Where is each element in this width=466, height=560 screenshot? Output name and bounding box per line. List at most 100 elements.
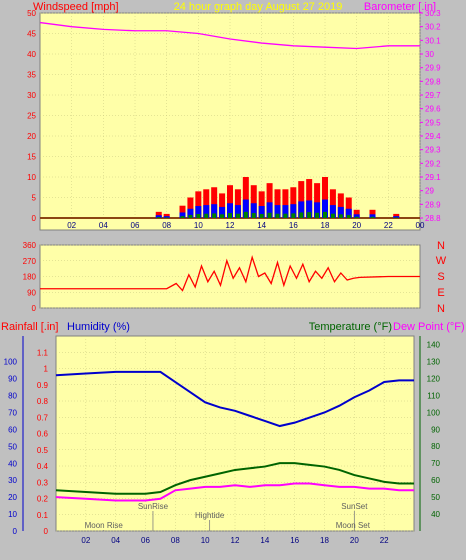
wind-x-tick-label: 12	[226, 221, 235, 230]
direction-y-tick-label: 180	[23, 273, 37, 282]
windspeed-bar	[337, 193, 344, 218]
barometer-y-tick-label: 30.2	[425, 23, 441, 32]
average-wind-bar	[179, 212, 186, 218]
wind-x-tick-label: 10	[194, 221, 203, 230]
windspeed-bar	[242, 177, 249, 218]
direction-label-s: S	[437, 271, 444, 283]
windspeed-bar	[211, 187, 218, 218]
humidity-y-tick-label: 50	[8, 442, 17, 451]
wind-y-tick-label: 10	[27, 173, 36, 182]
calm-wind-bar	[299, 212, 304, 218]
wind-y-tick-label: 40	[27, 50, 36, 59]
barometer-y-tick-label: 30.3	[425, 9, 441, 18]
windspeed-bar	[290, 187, 297, 218]
direction-y-tick-label: 0	[32, 304, 37, 313]
windspeed-bar	[163, 213, 170, 218]
calm-wind-bar	[164, 217, 169, 218]
rainfall-y-tick-label: 0.2	[37, 495, 49, 504]
direction-label-n-bottom: N	[437, 303, 445, 315]
temperature-y-tick-label: 110	[427, 391, 440, 400]
average-wind-bar	[314, 202, 321, 218]
windspeed-bar	[234, 189, 241, 218]
average-wind-bar	[369, 214, 376, 218]
humidity-y-tick-label: 40	[8, 459, 17, 468]
humidity-x-tick-label: 08	[171, 536, 180, 545]
wind-direction-line	[40, 254, 420, 292]
temperature-y-tick-label: 40	[431, 510, 440, 519]
humidity-y-tick-label: 80	[8, 392, 17, 401]
wind-y-tick-label: 35	[27, 71, 36, 80]
average-wind-bar	[274, 205, 281, 218]
annotation-label: Moon Set	[336, 521, 371, 530]
wind-x-tick-label: 14	[257, 221, 266, 230]
barometer-y-tick-label: 30	[425, 50, 434, 59]
humidity-y-tick-label: 100	[4, 358, 18, 367]
temperature-y-tick-label: 60	[431, 476, 440, 485]
rainfall-y-tick-label: 0.6	[37, 430, 49, 439]
humidity-x-tick-label: 14	[260, 536, 269, 545]
average-wind-bar	[258, 206, 265, 218]
rainfall-y-tick-label: 1.1	[37, 348, 49, 357]
average-wind-bar	[353, 214, 360, 218]
temperature-y-tick-label: 130	[427, 357, 441, 366]
annotation-label: Moon Rise	[85, 521, 124, 530]
temperature-y-tick-label: 100	[427, 408, 441, 417]
average-wind-bar	[234, 205, 241, 218]
barometer-y-tick-label: 29.2	[425, 159, 441, 168]
average-wind-bar	[266, 202, 273, 218]
calm-wind-bar	[307, 212, 312, 218]
windspeed-bar	[227, 185, 233, 218]
wind-barometer-chart: 0 5 10 15 20 25 30 35 40 45 50 28.8 28.9 29 29.1 29.2 29…	[27, 9, 441, 230]
rainfall-y-tick-label: 1	[44, 365, 49, 374]
windspeed-bar	[369, 209, 376, 218]
windspeed-bar	[195, 191, 202, 218]
average-wind-bar	[290, 204, 297, 218]
calm-wind-bar	[220, 214, 225, 218]
barometer-y-tick-label: 29.1	[425, 173, 441, 182]
temperature-y-tick-label: 90	[431, 425, 440, 434]
windspeed-bar	[266, 183, 273, 218]
windspeed-bar	[353, 209, 360, 218]
barometer-y-tick-label: 29.6	[425, 105, 441, 114]
humidity-y-tick-label: 0	[13, 527, 18, 536]
average-wind-bar	[227, 203, 233, 218]
annotation-label: SunRise	[138, 502, 169, 511]
calm-wind-bar	[354, 216, 359, 218]
barometer-y-tick-label: 29.8	[425, 77, 441, 86]
calm-wind-bar	[283, 213, 288, 218]
barometer-y-tick-label: 29.7	[425, 91, 441, 100]
temperature-y-tick-label: 120	[427, 374, 441, 383]
wind-direction-chart: 0 90 180 270 360	[23, 241, 420, 313]
calm-wind-bar	[196, 214, 201, 218]
humidity-x-tick-label: 22	[380, 536, 389, 545]
temperature-y-tick-label: 80	[431, 442, 440, 451]
calm-wind-bar	[394, 217, 399, 218]
temperature-line	[55, 462, 414, 495]
average-wind-bar	[282, 205, 289, 218]
wind-y-tick-label: 25	[27, 112, 36, 121]
calm-wind-bar	[338, 214, 343, 218]
calm-wind-bar	[267, 212, 272, 218]
wind-y-tick-label: 20	[27, 132, 36, 141]
calm-wind-bar	[323, 211, 327, 218]
humidity-y-tick-label: 60	[8, 425, 17, 434]
wind-y-tick-label: 15	[27, 153, 36, 162]
windspeed-bar	[179, 205, 186, 218]
humidity-x-tick-label: 20	[350, 536, 359, 545]
wind-x-tick-label: 20	[352, 221, 361, 230]
direction-y-tick-label: 360	[23, 241, 37, 250]
wind-y-tick-label: 50	[27, 9, 36, 18]
humidity-x-tick-label: 04	[111, 536, 120, 545]
barometer-y-tick-label: 30.1	[425, 36, 441, 45]
humidity-y-tick-label: 90	[8, 375, 17, 384]
rainfall-y-tick-label: 0.9	[37, 381, 49, 390]
humidity-y-tick-label: 20	[8, 493, 17, 502]
average-wind-bar	[187, 208, 194, 218]
calm-wind-bar	[251, 213, 256, 218]
calm-wind-bar	[291, 213, 296, 218]
temperature-y-tick-label: 140	[427, 340, 441, 349]
barometer-y-tick-label: 28.8	[425, 214, 441, 223]
chart-date-title: 24 hour graph day August 27 2019	[174, 1, 343, 13]
humidity-axis-title: Humidity (%)	[67, 321, 130, 333]
